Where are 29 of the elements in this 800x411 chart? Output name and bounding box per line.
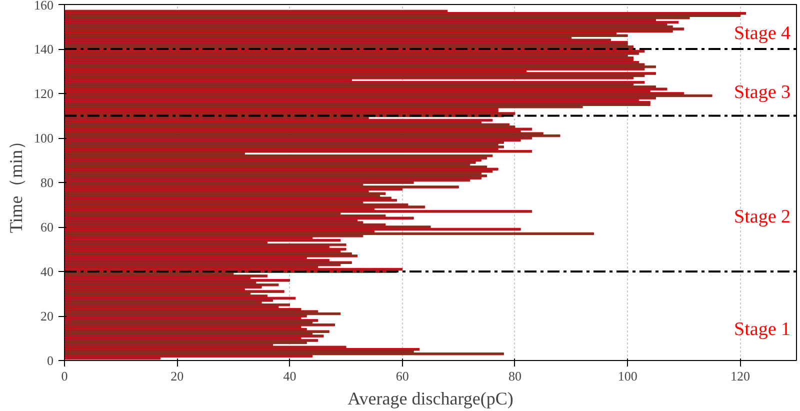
y-axis-title: Time（min） xyxy=(6,132,26,234)
y-tick-label: 20 xyxy=(40,308,54,324)
annotation: Stage 2 xyxy=(734,206,791,228)
x-tick-label: 60 xyxy=(396,368,409,384)
y-tick-label: 140 xyxy=(34,42,54,56)
bar xyxy=(64,28,684,30)
x-tick-label: 0 xyxy=(61,368,68,384)
annotation: Stage 1 xyxy=(734,318,791,340)
bar xyxy=(64,112,516,115)
y-tick-label: 80 xyxy=(40,175,54,190)
bar xyxy=(64,150,532,153)
annotation: Stage 4 xyxy=(734,22,791,44)
bar xyxy=(64,72,656,75)
bar xyxy=(64,186,459,188)
x-axis-title: Average discharge(pC) xyxy=(348,388,514,408)
y-tick-label: 40 xyxy=(40,264,54,279)
annotation: Stage 3 xyxy=(734,82,791,103)
x-tick-label: 40 xyxy=(283,368,296,384)
x-tick-label: 120 xyxy=(730,368,750,384)
y-tick-label: 160 xyxy=(34,0,54,12)
y-tick-label: 120 xyxy=(34,86,54,101)
y-tick-label: 0 xyxy=(47,353,54,368)
bar xyxy=(64,12,746,15)
y-tick-label: 60 xyxy=(40,220,54,234)
y-tick-label: 100 xyxy=(34,130,54,146)
bar xyxy=(64,352,504,356)
x-tick-label: 80 xyxy=(508,368,522,384)
x-tick-label: 20 xyxy=(170,368,184,384)
x-tick-label: 100 xyxy=(618,368,638,384)
